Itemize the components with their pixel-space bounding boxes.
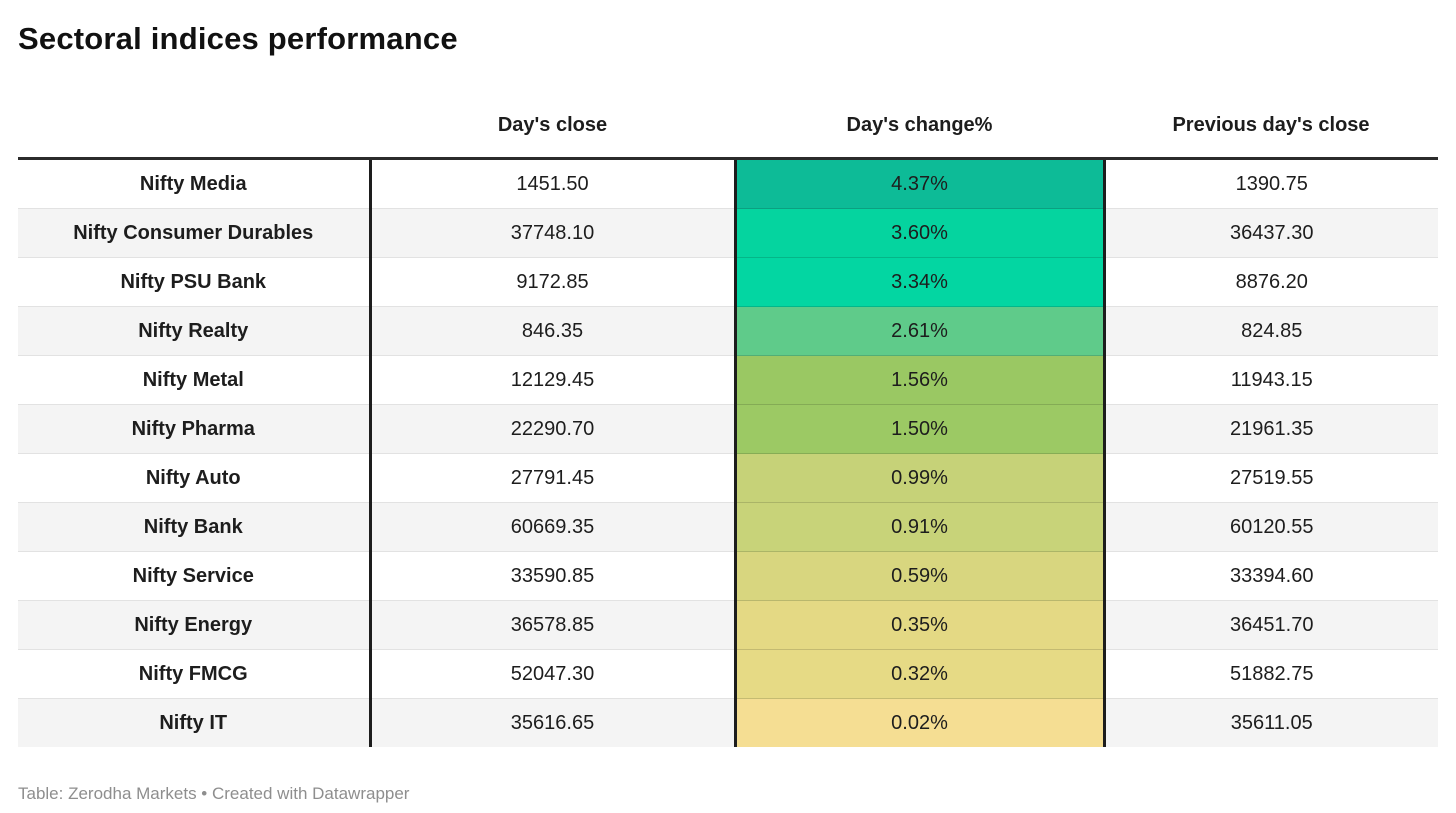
- previous-close-cell: 33394.60: [1104, 551, 1438, 601]
- previous-close-cell: 824.85: [1104, 306, 1438, 356]
- previous-close-cell: 21961.35: [1104, 404, 1438, 454]
- days-close-cell: 35616.65: [370, 698, 735, 747]
- days-close-cell: 37748.10: [370, 208, 735, 258]
- column-header-index: [18, 58, 370, 160]
- days-close-cell: 846.35: [370, 306, 735, 356]
- page-title: Sectoral indices performance: [18, 21, 458, 56]
- days-change-cell: 0.32%: [733, 649, 1106, 699]
- days-change-cell: 0.59%: [733, 551, 1106, 601]
- sector-name-cell: Nifty FMCG: [18, 649, 372, 699]
- sector-name-cell: Nifty Media: [18, 158, 372, 209]
- table-row: Nifty FMCG 52047.30 0.32% 51882.75: [18, 649, 1438, 699]
- previous-close-cell: 8876.20: [1104, 257, 1438, 307]
- table-row: Nifty Metal 12129.45 1.56% 11943.15: [18, 355, 1438, 405]
- days-change-cell: 0.99%: [733, 453, 1106, 503]
- days-change-cell: 0.02%: [733, 698, 1106, 747]
- previous-close-cell: 1390.75: [1235, 173, 1308, 195]
- table-row: Nifty IT 35616.65 0.02% 35611.05: [18, 698, 1438, 747]
- sector-name-cell: Nifty Realty: [18, 306, 372, 356]
- days-close-cell: 52047.30: [370, 649, 735, 699]
- days-change-cell: 3.34%: [733, 257, 1106, 307]
- days-change-cell: 0.91%: [733, 502, 1106, 552]
- sector-name-cell: Nifty PSU Bank: [18, 257, 372, 307]
- sector-name-cell: Nifty Service: [18, 551, 372, 601]
- days-close-cell: 36578.85: [370, 600, 735, 650]
- days-close-cell: 12129.45: [370, 355, 735, 405]
- table-header-row: Day's close Day's change% Previous day's…: [18, 58, 1438, 160]
- days-close-cell: 60669.35: [370, 502, 735, 552]
- sector-name-cell: Nifty Metal: [18, 355, 372, 405]
- column-header-days-close: Day's close: [370, 58, 735, 160]
- table-row: Nifty PSU Bank 9172.85 3.34% 8876.20: [18, 257, 1438, 307]
- days-change-cell: 3.60%: [733, 208, 1106, 258]
- days-close-cell: 33590.85: [370, 551, 735, 601]
- days-change-cell: 0.35%: [733, 600, 1106, 650]
- sector-performance-table: Day's close Day's change% Previous day's…: [18, 58, 1438, 747]
- table-row: Nifty Bank 60669.35 0.91% 60120.55: [18, 502, 1438, 552]
- table-row: Nifty Service 33590.85 0.59% 33394.60: [18, 551, 1438, 601]
- days-close-cell: 1451.50: [516, 173, 589, 195]
- days-change-cell: 1.50%: [733, 404, 1106, 454]
- sector-name-cell: Nifty Energy: [18, 600, 372, 650]
- previous-close-cell: 51882.75: [1104, 649, 1438, 699]
- days-close-cell: 27791.45: [370, 453, 735, 503]
- days-change-cell: 1.56%: [733, 355, 1106, 405]
- table-row: Nifty Consumer Durables 37748.10 3.60% 3…: [18, 208, 1438, 258]
- previous-close-cell: 60120.55: [1104, 502, 1438, 552]
- table-row: Nifty Auto 27791.45 0.99% 27519.55: [18, 453, 1438, 503]
- days-close-cell: 9172.85: [370, 257, 735, 307]
- previous-close-cell: 35611.05: [1104, 698, 1438, 747]
- previous-close-cell: 11943.15: [1104, 355, 1438, 405]
- footer-credit: Table: Zerodha Markets • Created with Da…: [18, 784, 410, 803]
- table-row: Nifty Energy 36578.85 0.35% 36451.70: [18, 600, 1438, 650]
- days-close-cell: 22290.70: [370, 404, 735, 454]
- previous-close-cell: 36437.30: [1104, 208, 1438, 258]
- table-header: Day's close Day's change% Previous day's…: [18, 58, 1438, 160]
- table-row: Nifty Media 1451.50 4.37% 1390.75: [18, 158, 1438, 209]
- sector-name-cell: Nifty Consumer Durables: [18, 208, 372, 258]
- previous-close-cell: 27519.55: [1104, 453, 1438, 503]
- sector-name-cell: Nifty Auto: [18, 453, 372, 503]
- column-header-days-change: Day's change%: [735, 58, 1104, 160]
- column-header-previous-close: Previous day's close: [1104, 58, 1438, 160]
- days-change-cell: 2.61%: [733, 306, 1106, 356]
- previous-close-cell: 36451.70: [1104, 600, 1438, 650]
- sector-name-cell: Nifty IT: [18, 698, 372, 747]
- sector-name-cell: Nifty Pharma: [18, 404, 372, 454]
- table-row: Nifty Realty 846.35 2.61% 824.85: [18, 306, 1438, 356]
- table-body: Nifty Media 1451.50 4.37% 1390.75 Nifty …: [18, 158, 1438, 747]
- table-row: Nifty Pharma 22290.70 1.50% 21961.35: [18, 404, 1438, 454]
- sector-name-cell: Nifty Bank: [18, 502, 372, 552]
- days-change-cell: 4.37%: [733, 158, 1106, 209]
